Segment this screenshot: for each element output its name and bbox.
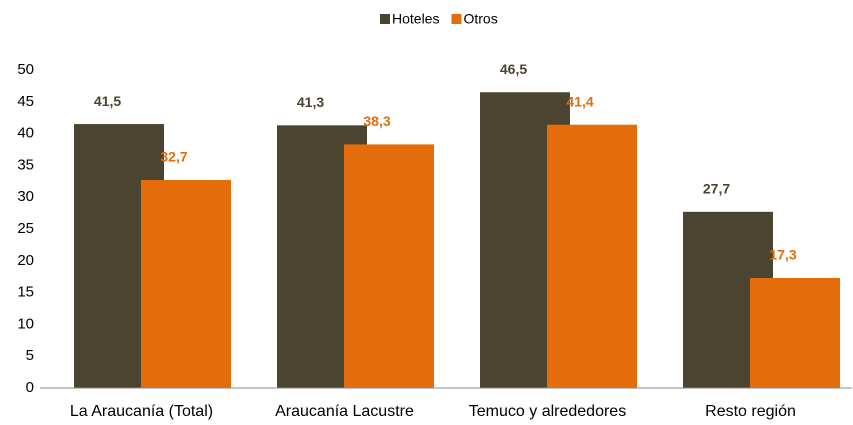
value-label: 46,5 (500, 61, 527, 77)
value-label: 32,7 (160, 149, 187, 165)
legend-swatch (451, 14, 462, 24)
bar (344, 144, 434, 388)
x-tick-label: La Araucanía (Total) (70, 403, 213, 420)
y-tick-label: 35 (17, 156, 34, 173)
value-label: 17,3 (769, 247, 796, 263)
value-label: 41,3 (297, 94, 324, 110)
value-label: 27,7 (703, 181, 730, 197)
x-tick-label: Araucanía Lacustre (275, 403, 414, 420)
y-tick-label: 40 (17, 125, 34, 142)
y-tick-label: 10 (17, 315, 34, 332)
x-tick-label: Resto región (705, 403, 796, 420)
y-tick-label: 25 (17, 220, 34, 237)
y-tick-label: 20 (17, 252, 34, 269)
x-tick-label: Temuco y alrededores (469, 403, 626, 420)
y-tick-label: 45 (17, 93, 34, 110)
y-tick-label: 30 (17, 188, 34, 205)
y-tick-label: 0 (26, 379, 34, 396)
bar (141, 180, 231, 388)
y-tick-label: 15 (17, 284, 34, 301)
value-label: 41,5 (94, 93, 121, 109)
bar (547, 124, 637, 389)
value-label: 41,4 (566, 93, 593, 109)
legend-label: Hoteles (392, 11, 439, 27)
legend-swatch (380, 14, 390, 24)
y-tick-label: 5 (26, 347, 34, 364)
legend-label: Otros (463, 11, 497, 27)
y-tick-label: 50 (17, 61, 34, 78)
value-label: 38,3 (363, 113, 390, 129)
bar (750, 277, 840, 388)
